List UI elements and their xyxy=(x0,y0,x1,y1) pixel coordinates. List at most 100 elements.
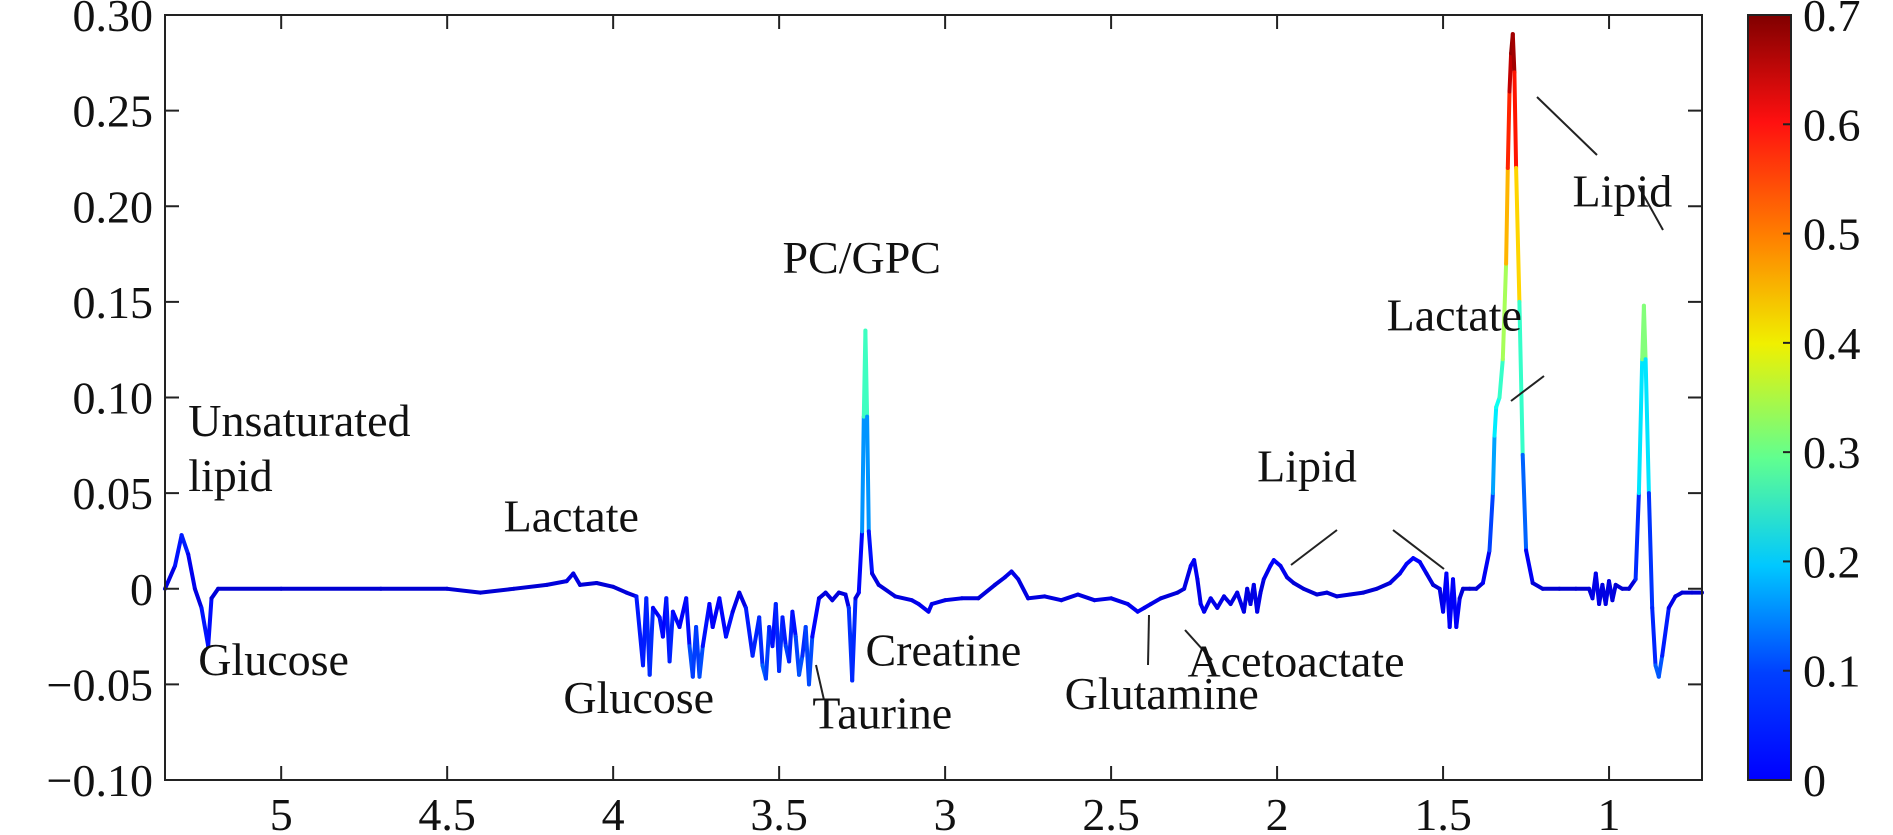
spectrum-segment xyxy=(611,584,629,595)
x-tick-label: 3.5 xyxy=(750,789,808,835)
x-tick-label: 5 xyxy=(270,789,293,835)
spectrum-segment xyxy=(1182,563,1193,591)
annotation-label: Taurine xyxy=(812,687,952,738)
spectrum-segment xyxy=(976,582,997,601)
x-axis: 5 4.5 4 3.5 3 2.5 2 1.5 1 xyxy=(270,15,1621,835)
leader-line-lipid-mid-b xyxy=(1392,529,1445,570)
spectrum-segment xyxy=(1125,602,1140,614)
x-tick-label: 1 xyxy=(1598,789,1621,835)
x-tick-label: 4 xyxy=(602,789,625,835)
spectrum-segment xyxy=(1192,558,1200,582)
spectrum-segment xyxy=(916,602,931,614)
y-tick-label: 0.20 xyxy=(73,181,154,232)
spectrum-segment xyxy=(1610,582,1618,603)
colorbar-tick-label: 0.5 xyxy=(1803,209,1861,260)
spectrum-series xyxy=(163,32,1704,687)
spectrum-segment xyxy=(810,596,821,639)
spectrum-segment xyxy=(647,605,655,677)
spectrum-segment xyxy=(1633,491,1641,582)
spectrum-segment xyxy=(186,552,197,591)
spectrum-segment xyxy=(1109,596,1130,606)
x-tick-label: 3 xyxy=(934,789,957,835)
spectrum-segment xyxy=(1666,594,1678,610)
spectrum-segment xyxy=(192,586,204,610)
spectrum-segment xyxy=(1016,577,1031,601)
spectrum-segment xyxy=(1643,357,1651,496)
spectrum-segment xyxy=(730,590,742,614)
spectrum-segment xyxy=(1636,357,1645,496)
plot-area xyxy=(165,15,1702,780)
spectrum-segment xyxy=(943,596,964,603)
colorbar-tick-label: 0.2 xyxy=(1803,536,1861,587)
spectrum-segment xyxy=(790,609,798,639)
annotation-label: Lactate xyxy=(504,490,639,541)
spectrum-segment xyxy=(797,653,805,677)
spectrum-segment xyxy=(1497,357,1505,400)
spectrum-segment xyxy=(1195,577,1203,606)
leader-line-acetoactate xyxy=(1184,629,1213,661)
x-tick-label: 2.5 xyxy=(1082,789,1140,835)
annotation-label: Glucose xyxy=(198,634,349,685)
y-tick-label: 0.25 xyxy=(73,86,154,137)
spectrum-segment xyxy=(1261,563,1273,582)
annotation-label: Lactate xyxy=(1387,290,1522,341)
spectrum-segment xyxy=(1512,70,1519,170)
spectrum-segment xyxy=(929,598,948,606)
spectrum-segment xyxy=(1361,586,1379,595)
spectrum-segment xyxy=(1520,452,1529,553)
spectrum-segment xyxy=(1374,581,1392,591)
spectrum-segment xyxy=(1490,433,1497,496)
colorbar-tick-label: 0.6 xyxy=(1803,99,1861,150)
spectrum-segment xyxy=(757,615,765,668)
x-tick-label: 1.5 xyxy=(1414,789,1472,835)
spectrum-segment xyxy=(684,596,692,649)
spectrum-segment xyxy=(173,533,184,568)
spectrum-segment xyxy=(1656,653,1665,679)
y-tick-label: 0.10 xyxy=(73,373,154,424)
spectrum-segment xyxy=(1517,299,1525,457)
leader-line-lipid-right xyxy=(1638,186,1664,231)
annotation-label: PC/GPC xyxy=(782,232,941,283)
colorbar-ticks: 0 0.1 0.2 0.3 0.4 0.5 0.6 0.7 xyxy=(1783,0,1861,806)
spectrum-segment xyxy=(1075,592,1097,603)
spectrum-segment xyxy=(1334,592,1353,599)
spectrum-segment xyxy=(163,563,177,591)
spectrum-segment xyxy=(876,582,898,599)
spectrum-segment xyxy=(1480,548,1492,585)
spectrum-segment xyxy=(206,596,214,649)
spectrum-segment xyxy=(1158,590,1180,601)
x-tick-label: 2 xyxy=(1266,789,1289,835)
leader-line-glutamine xyxy=(1147,614,1150,666)
annotation-label: Glutamine xyxy=(1065,668,1259,719)
spectrum-segment xyxy=(1042,594,1064,603)
annotation-label: lipid xyxy=(188,450,272,501)
spectrum-segment xyxy=(478,586,516,595)
spectrum-segment xyxy=(1059,592,1080,603)
spectrum-segment xyxy=(893,594,914,603)
colorbar-tick-label: 0.3 xyxy=(1803,427,1861,478)
spectrum-segment xyxy=(1388,571,1402,585)
spectrum-segment xyxy=(743,605,755,658)
leader-line-taurine xyxy=(815,664,825,701)
leader-line-pcgpc-lactate xyxy=(1510,375,1545,402)
spectrum-segment xyxy=(724,609,735,639)
spectrum-segment xyxy=(1650,605,1658,668)
annotation-label: Glucose xyxy=(563,672,714,723)
spectrum-segment xyxy=(1202,596,1213,614)
spectrum-segment xyxy=(544,579,569,587)
y-axis: −0.10 −0.05 0 0.05 0.10 0.15 0.20 0.25 0.30 xyxy=(47,0,1702,806)
spectrum-segment xyxy=(780,615,788,649)
spectrum-segment xyxy=(870,571,881,587)
y-tick-label: 0.30 xyxy=(73,0,154,41)
spectrum-segment xyxy=(1492,405,1499,438)
spectrum-segment xyxy=(1641,303,1648,362)
spectrum-segment xyxy=(866,529,875,576)
spectrum-segment xyxy=(763,625,772,681)
spectrum-segment xyxy=(807,634,815,687)
spectrum-segment xyxy=(578,581,599,587)
colorbar-tick-label: 0 xyxy=(1803,755,1826,806)
leader-line-lipid-top xyxy=(1536,96,1598,156)
colorbar-tick-label: 0.7 xyxy=(1803,0,1861,41)
spectrum-segment xyxy=(594,581,616,589)
